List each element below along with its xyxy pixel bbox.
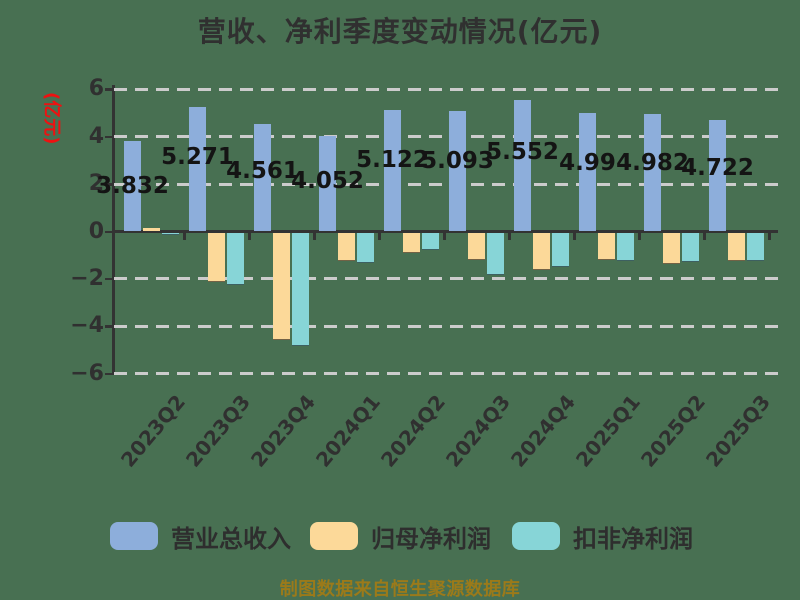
legend-item-net-profit: 归母净利润 bbox=[310, 520, 491, 553]
bar-归母净利润-2024Q4 bbox=[533, 233, 550, 271]
bar-扣非净利润-2024Q4 bbox=[552, 233, 569, 267]
legend-label: 归母净利润 bbox=[371, 524, 491, 553]
bar-value-label: 3.832 bbox=[96, 172, 169, 199]
gridline bbox=[114, 277, 780, 281]
bar-营业总收入-2025Q3 bbox=[709, 119, 726, 232]
gridline bbox=[114, 182, 780, 186]
bar-扣非净利润-2024Q1 bbox=[357, 233, 374, 264]
bar-扣非净利润-2025Q2 bbox=[682, 233, 699, 263]
x-axis-label-2023Q2: 2023Q2 bbox=[116, 390, 191, 472]
legend-swatch-net-profit bbox=[310, 522, 358, 550]
bar-value-label: 5.093 bbox=[421, 147, 494, 174]
legend-item-revenue: 营业总收入 bbox=[110, 520, 291, 553]
y-tick-label: 0 bbox=[88, 218, 104, 244]
legend-label: 营业总收入 bbox=[171, 524, 291, 553]
bar-value-label: 5.552 bbox=[486, 138, 559, 165]
bar-扣非净利润-2024Q2 bbox=[422, 233, 439, 251]
bar-value-label: 5.271 bbox=[161, 144, 234, 171]
bar-value-label: 4.99 bbox=[559, 149, 616, 176]
y-tick-mark bbox=[105, 277, 113, 281]
legend-label: 扣非净利润 bbox=[573, 524, 693, 553]
bar-扣非净利润-2023Q2 bbox=[162, 233, 179, 235]
x-tick-mark bbox=[638, 233, 641, 240]
legend-item-non-gaap: 扣非净利润 bbox=[512, 520, 693, 553]
y-tick-label: 6 bbox=[88, 76, 104, 102]
x-axis-label-2025Q3: 2025Q3 bbox=[701, 390, 776, 472]
x-tick-mark bbox=[248, 233, 251, 240]
bar-营业总收入-2023Q4 bbox=[254, 123, 271, 232]
bar-营业总收入-2024Q2 bbox=[384, 110, 401, 232]
bar-营业总收入-2025Q2 bbox=[644, 113, 661, 232]
bar-归母净利润-2025Q1 bbox=[598, 233, 615, 260]
gridline bbox=[114, 372, 780, 375]
y-tick-label: −4 bbox=[70, 313, 104, 339]
bar-归母净利润-2023Q4 bbox=[273, 233, 290, 341]
chart-title: 营收、净利季度变动情况(亿元) bbox=[197, 15, 603, 48]
bar-归母净利润-2024Q1 bbox=[338, 233, 355, 261]
bar-value-label: 4.982 bbox=[616, 149, 689, 176]
bar-归母净利润-2024Q3 bbox=[468, 233, 485, 260]
y-tick-mark bbox=[105, 183, 113, 186]
gridline bbox=[114, 135, 780, 139]
bar-营业总收入-2024Q4 bbox=[514, 100, 531, 232]
bar-扣非净利润-2025Q1 bbox=[617, 233, 634, 261]
x-axis-label-2024Q2: 2024Q2 bbox=[376, 390, 451, 472]
bar-营业总收入-2023Q2 bbox=[124, 140, 141, 232]
bar-归母净利润-2024Q2 bbox=[403, 233, 420, 253]
x-axis-label-2025Q1: 2025Q1 bbox=[571, 390, 646, 472]
bar-营业总收入-2024Q1 bbox=[319, 135, 336, 232]
bar-归母净利润-2025Q2 bbox=[663, 233, 680, 265]
bar-归母净利润-2025Q3 bbox=[728, 233, 745, 261]
y-tick-mark bbox=[105, 135, 113, 139]
x-tick-mark bbox=[443, 233, 446, 240]
gridline bbox=[114, 87, 780, 91]
x-tick-mark bbox=[703, 233, 706, 240]
y-tick-label: 2 bbox=[88, 171, 104, 197]
legend-swatch-non-gaap bbox=[512, 522, 560, 550]
x-tick-mark bbox=[183, 233, 186, 240]
bar-营业总收入-2025Q1 bbox=[579, 113, 596, 232]
bar-营业总收入-2023Q3 bbox=[189, 106, 206, 232]
x-axis-label-2024Q1: 2024Q1 bbox=[311, 390, 386, 472]
x-axis-label-2024Q4: 2024Q4 bbox=[506, 390, 581, 472]
x-tick-mark bbox=[313, 233, 316, 240]
bar-归母净利润-2023Q3 bbox=[208, 233, 225, 283]
x-tick-mark bbox=[378, 233, 381, 240]
x-tick-mark bbox=[573, 233, 576, 240]
x-axis-label-2024Q3: 2024Q3 bbox=[441, 390, 516, 472]
y-tick-mark bbox=[105, 372, 113, 375]
source-note: 制图数据来自恒生聚源数据库 bbox=[279, 579, 521, 600]
y-tick-mark bbox=[105, 325, 113, 328]
x-axis-label-2025Q2: 2025Q2 bbox=[636, 390, 711, 472]
bar-扣非净利润-2023Q4 bbox=[292, 233, 309, 347]
y-tick-mark bbox=[105, 88, 113, 91]
bar-营业总收入-2024Q3 bbox=[449, 110, 466, 232]
y-tick-mark bbox=[105, 230, 113, 233]
y-tick-label: −2 bbox=[70, 265, 104, 291]
y-tick-label: 4 bbox=[88, 123, 104, 149]
x-axis-label-2023Q4: 2023Q4 bbox=[246, 390, 321, 472]
x-tick-mark bbox=[768, 233, 771, 240]
bar-value-label: 4.052 bbox=[291, 168, 364, 195]
x-axis-line bbox=[112, 230, 778, 233]
legend-swatch-revenue bbox=[110, 522, 158, 550]
bar-扣非净利润-2024Q3 bbox=[487, 233, 504, 276]
bar-value-label: 4.722 bbox=[681, 154, 754, 181]
bar-扣非净利润-2023Q3 bbox=[227, 233, 244, 285]
bar-value-label: 4.561 bbox=[226, 158, 299, 185]
bar-value-label: 5.122 bbox=[356, 147, 429, 174]
y-tick-label: −6 bbox=[70, 360, 104, 386]
bar-扣非净利润-2025Q3 bbox=[747, 233, 764, 261]
x-tick-mark bbox=[508, 233, 511, 240]
x-axis-label-2023Q3: 2023Q3 bbox=[181, 390, 256, 472]
gridline bbox=[114, 324, 780, 328]
bar-归母净利润-2023Q2 bbox=[143, 227, 160, 232]
